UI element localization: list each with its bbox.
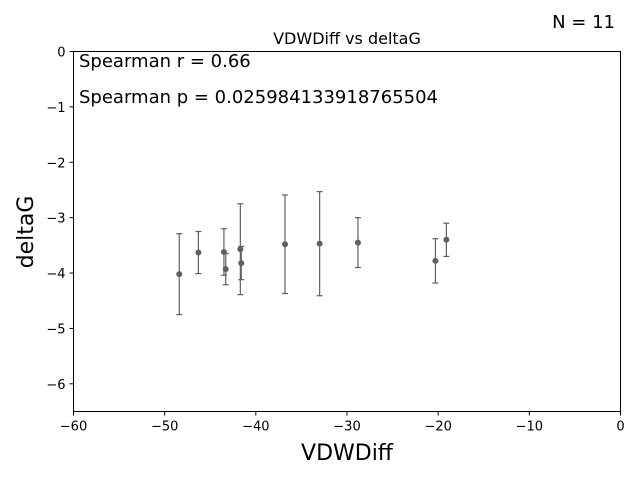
y-tick-label: −5 xyxy=(46,322,65,337)
y-axis-ticks: 0 −1 −2 −3 −4 −5 −6 xyxy=(46,46,74,393)
data-point xyxy=(432,257,439,264)
data-point xyxy=(176,271,183,278)
y-axis-label: deltaG xyxy=(14,196,39,269)
x-tick-label: −30 xyxy=(333,420,360,435)
data-point xyxy=(282,241,289,248)
x-axis-label: VDWDiff xyxy=(301,441,394,466)
data-point xyxy=(195,249,202,256)
annotation-spearman-p: Spearman p = 0.025984133918765504 xyxy=(79,87,438,108)
y-tick-label: 0 xyxy=(57,46,65,61)
data-point xyxy=(354,239,361,246)
x-tick-label: −10 xyxy=(516,420,543,435)
y-tick-label: −3 xyxy=(46,212,65,227)
error-bars xyxy=(176,191,450,316)
data-point xyxy=(222,266,229,273)
x-tick-label: −60 xyxy=(60,420,87,435)
data-point xyxy=(443,236,450,243)
x-axis-ticks: −60 −50 −40 −30 −20 −10 0 xyxy=(60,411,625,435)
y-tick-label: −2 xyxy=(46,156,65,171)
x-tick-label: −20 xyxy=(424,420,451,435)
data-point xyxy=(220,248,227,255)
data-points xyxy=(176,236,450,278)
y-tick-label: −6 xyxy=(46,378,65,393)
data-point xyxy=(316,240,323,247)
x-tick-label: −40 xyxy=(242,420,269,435)
x-tick-label: 0 xyxy=(616,420,624,435)
x-tick-label: −50 xyxy=(151,420,178,435)
y-tick-label: −1 xyxy=(46,101,65,116)
data-point xyxy=(237,246,244,253)
sample-size-label: N = 11 xyxy=(552,12,615,33)
y-tick-label: −4 xyxy=(46,267,65,282)
data-point xyxy=(238,260,245,267)
chart-title: VDWDiff vs deltaG xyxy=(273,29,421,48)
annotation-spearman-r: Spearman r = 0.66 xyxy=(79,51,251,72)
